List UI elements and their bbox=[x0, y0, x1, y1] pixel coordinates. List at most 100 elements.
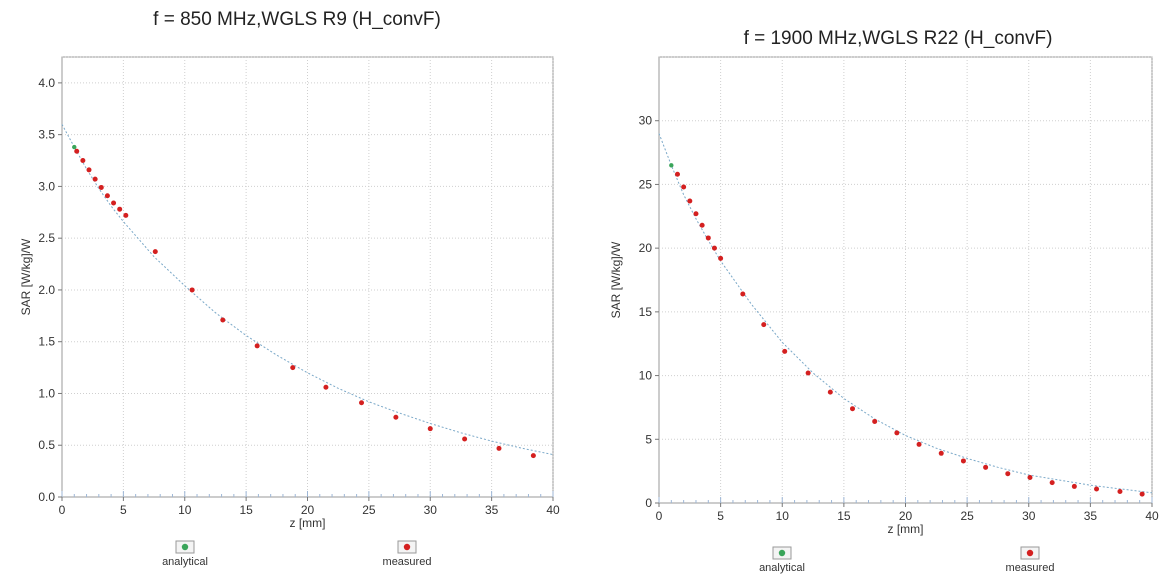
x-tick-label: 25 bbox=[960, 509, 974, 523]
legend-label-measured: measured bbox=[383, 556, 432, 568]
y-tick-label: 15 bbox=[639, 305, 653, 319]
chart-1: 0 5 10 15 20 25 30 35 40 0.0 0.5 1.0 1.5 2.0 2.5 3.0 3.5… bbox=[19, 9, 560, 568]
y-tick-label: 0 bbox=[645, 496, 652, 510]
y-tick-label: 3.0 bbox=[38, 179, 55, 193]
measured-point bbox=[983, 464, 989, 470]
measured-point bbox=[323, 384, 329, 390]
x-tick-label: 30 bbox=[424, 503, 438, 517]
measured-point bbox=[894, 430, 900, 436]
x-tick-label: 35 bbox=[1084, 509, 1098, 523]
measured-point bbox=[1027, 475, 1033, 481]
y-tick-label: 25 bbox=[639, 177, 653, 191]
measured-point bbox=[1005, 471, 1011, 477]
measured-point bbox=[1117, 489, 1123, 495]
measured-point bbox=[86, 167, 92, 173]
y-axis-label: SAR [W/kg]/W bbox=[19, 238, 33, 315]
measured-point bbox=[393, 414, 399, 420]
measured-point bbox=[92, 176, 98, 182]
measured-point bbox=[693, 211, 699, 217]
measured-point bbox=[782, 348, 788, 354]
x-tick-label: 10 bbox=[776, 509, 790, 523]
y-tick-label: 2.0 bbox=[38, 283, 55, 297]
measured-point bbox=[711, 245, 717, 251]
x-tick-label: 15 bbox=[239, 503, 253, 517]
measured-point bbox=[98, 184, 104, 190]
x-axis-label: z [mm] bbox=[888, 522, 924, 536]
measured-point bbox=[462, 436, 468, 442]
measured-point bbox=[938, 450, 944, 456]
chart-title: f = 1900 MHz,WGLS R22 (H_convF) bbox=[744, 28, 1053, 49]
x-tick-label: 20 bbox=[899, 509, 913, 523]
measured-point bbox=[254, 343, 260, 349]
chart-2: 0 5 10 15 20 25 30 35 40 0 5 10 15 20 25 30 f = 1900 MHz… bbox=[609, 28, 1159, 574]
measured-point bbox=[687, 198, 693, 204]
y-tick-label: 30 bbox=[639, 114, 653, 128]
x-tick-label: 0 bbox=[656, 509, 663, 523]
x-tick-label: 35 bbox=[485, 503, 499, 517]
x-tick-label: 40 bbox=[546, 503, 560, 517]
y-axis-label: SAR [W/kg]/W bbox=[609, 241, 623, 318]
x-tick-label: 30 bbox=[1022, 509, 1036, 523]
measured-point bbox=[189, 287, 195, 293]
measured-point bbox=[220, 317, 226, 323]
y-tick-label: 0.5 bbox=[38, 438, 55, 452]
measured-point bbox=[699, 222, 705, 228]
measured-point bbox=[1071, 483, 1077, 489]
measured-point bbox=[111, 200, 117, 206]
measured-point bbox=[496, 445, 502, 451]
measured-point bbox=[872, 418, 878, 424]
legend-label-analytical: analytical bbox=[162, 556, 208, 568]
y-tick-label: 4.0 bbox=[38, 76, 55, 90]
x-tick-label: 25 bbox=[362, 503, 376, 517]
measured-point bbox=[1139, 491, 1145, 497]
x-axis-label: z [mm] bbox=[290, 516, 326, 530]
x-tick-label: 20 bbox=[301, 503, 315, 517]
x-tick-label: 5 bbox=[120, 503, 127, 517]
measured-point bbox=[681, 184, 687, 190]
measured-point bbox=[1049, 480, 1055, 486]
measured-point bbox=[427, 426, 433, 432]
analytical-point bbox=[669, 163, 674, 168]
measured-point bbox=[705, 235, 711, 241]
y-tick-label: 2.5 bbox=[38, 231, 55, 245]
measured-point bbox=[674, 171, 680, 177]
analytical-series-line bbox=[658, 133, 1153, 494]
y-tick-label: 0.0 bbox=[38, 490, 55, 504]
x-tick-label: 0 bbox=[59, 503, 66, 517]
y-tick-label: 10 bbox=[639, 369, 653, 383]
measured-point bbox=[740, 291, 746, 297]
measured-point bbox=[761, 322, 767, 328]
x-tick-label: 40 bbox=[1145, 509, 1159, 523]
legend-marker-analytical bbox=[778, 549, 786, 557]
y-tick-label: 1.0 bbox=[38, 386, 55, 400]
measured-point bbox=[960, 458, 966, 464]
measured-point bbox=[117, 206, 123, 212]
measured-point bbox=[74, 148, 80, 154]
measured-point bbox=[530, 453, 536, 459]
measured-point bbox=[916, 441, 922, 447]
measured-point bbox=[290, 365, 296, 371]
y-tick-label: 1.5 bbox=[38, 335, 55, 349]
analytical-point bbox=[72, 144, 77, 150]
x-tick-label: 5 bbox=[717, 509, 724, 523]
y-tick-label: 20 bbox=[639, 241, 653, 255]
measured-point bbox=[123, 212, 129, 218]
x-tick-label: 10 bbox=[178, 503, 192, 517]
legend-marker-analytical bbox=[181, 543, 189, 551]
y-tick-label: 5 bbox=[645, 432, 652, 446]
legend-marker-measured bbox=[403, 543, 411, 551]
analytical-series-line bbox=[61, 124, 554, 456]
measured-point bbox=[1094, 486, 1100, 492]
legend-label-measured: measured bbox=[1006, 562, 1055, 574]
measured-point bbox=[80, 158, 86, 164]
measured-point bbox=[152, 249, 158, 255]
measured-point bbox=[827, 389, 833, 395]
measured-point bbox=[104, 193, 110, 199]
measured-point bbox=[718, 255, 724, 261]
legend-marker-measured bbox=[1026, 549, 1034, 557]
legend-label-analytical: analytical bbox=[759, 562, 805, 574]
chart-title: f = 850 MHz,WGLS R9 (H_convF) bbox=[153, 9, 441, 30]
measured-point bbox=[359, 400, 365, 406]
x-tick-label: 15 bbox=[837, 509, 851, 523]
